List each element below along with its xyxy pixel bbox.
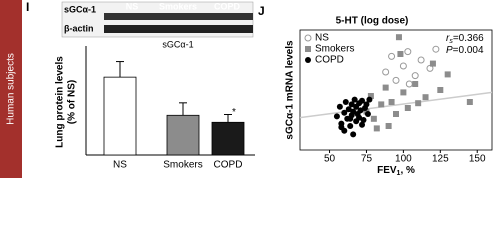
blot-column-label: Smokers	[159, 1, 197, 11]
point	[347, 115, 354, 122]
figure: Human subjects I J sGCα-1 β-actin NS Smo…	[0, 0, 493, 178]
point	[341, 109, 348, 116]
side-bar	[0, 0, 22, 178]
point	[373, 125, 380, 132]
point	[351, 96, 358, 103]
plot-frame	[299, 29, 493, 151]
blot: sGCα-1 β-actin NS Smokers COPD sGCα-1	[61, 1, 254, 49]
point	[356, 114, 363, 121]
legend-label: Smokers	[315, 44, 354, 55]
text-part: =0.004	[453, 45, 484, 56]
chart-title: 5-HT (log dose)	[336, 16, 409, 27]
point	[392, 76, 400, 84]
x-tick-label: Smokers	[163, 160, 202, 171]
point	[395, 34, 402, 41]
point	[405, 80, 413, 88]
point	[429, 60, 436, 67]
text-part: r	[446, 33, 450, 44]
blot-column-label: COPD	[214, 1, 241, 11]
point	[393, 111, 399, 117]
point	[422, 94, 429, 101]
legend-marker	[305, 57, 311, 63]
point	[360, 117, 367, 123]
point	[366, 96, 373, 103]
stat-annotation: rs=0.366	[446, 33, 484, 46]
point	[432, 45, 440, 53]
point	[382, 68, 390, 76]
blot-caption: sGCα-1	[162, 39, 193, 49]
x-tick-label: 50	[324, 154, 336, 165]
bar	[211, 121, 245, 156]
point	[357, 107, 364, 114]
point	[364, 111, 371, 117]
point	[385, 123, 392, 129]
legend-label: COPD	[315, 55, 344, 66]
bar	[103, 76, 137, 156]
point	[350, 131, 357, 138]
x-axis-label: FEV1, %	[377, 165, 415, 178]
point	[399, 62, 407, 70]
x-tick-label: 100	[395, 154, 412, 165]
point	[348, 101, 355, 108]
fit-line	[299, 91, 493, 119]
x-tick-label: NS	[113, 160, 127, 171]
point	[404, 48, 412, 56]
blot-column-label: NS	[126, 1, 139, 11]
legend-marker	[305, 46, 311, 52]
point	[388, 52, 396, 60]
text-part: =0.366	[453, 33, 484, 44]
point	[415, 100, 422, 107]
point	[333, 113, 340, 120]
panel-label: J	[258, 4, 265, 18]
bar	[166, 114, 200, 156]
text-part: 1	[397, 170, 401, 177]
x-tick-label: 150	[469, 154, 486, 165]
legend-label: NS	[315, 33, 329, 44]
point	[347, 123, 354, 129]
text-part: s	[449, 38, 453, 45]
panel-label: I	[26, 0, 29, 14]
y-axis-label: Lung protein levels	[55, 56, 66, 148]
text-part: FEV	[377, 165, 397, 176]
point	[466, 99, 473, 105]
blot-row-label: sGCα-1	[64, 4, 96, 14]
blot-band	[104, 25, 253, 33]
x-tick-label: 75	[361, 154, 373, 165]
stat-annotation: P=0.004	[446, 45, 484, 56]
point	[388, 99, 395, 105]
y-axis-label: sGCα-1 mRNA levels	[285, 40, 296, 140]
point	[342, 99, 349, 105]
point	[367, 93, 374, 99]
side-label: Human subjects	[6, 53, 17, 125]
point	[338, 124, 345, 131]
significance-marker: *	[232, 107, 236, 118]
x-tick-label: 125	[432, 154, 449, 165]
point	[404, 105, 411, 111]
point	[382, 84, 389, 91]
point	[359, 97, 366, 104]
point	[397, 51, 404, 57]
point	[345, 106, 352, 113]
point	[411, 72, 419, 80]
legend-marker	[304, 34, 312, 42]
point	[359, 121, 366, 128]
y-axis-label: (% of NS)	[67, 80, 78, 124]
point	[417, 56, 425, 64]
blot-band	[104, 13, 253, 20]
point	[412, 81, 419, 87]
point	[437, 87, 444, 93]
x-tick-label: COPD	[214, 160, 243, 171]
point	[350, 108, 357, 115]
point	[400, 89, 407, 96]
point	[370, 115, 377, 122]
point	[444, 71, 451, 78]
point	[336, 103, 343, 110]
blot-row-label: β-actin	[64, 23, 94, 33]
text-part: P	[446, 45, 453, 56]
point	[378, 101, 385, 108]
text-part: , %	[400, 165, 415, 176]
point	[363, 101, 370, 108]
